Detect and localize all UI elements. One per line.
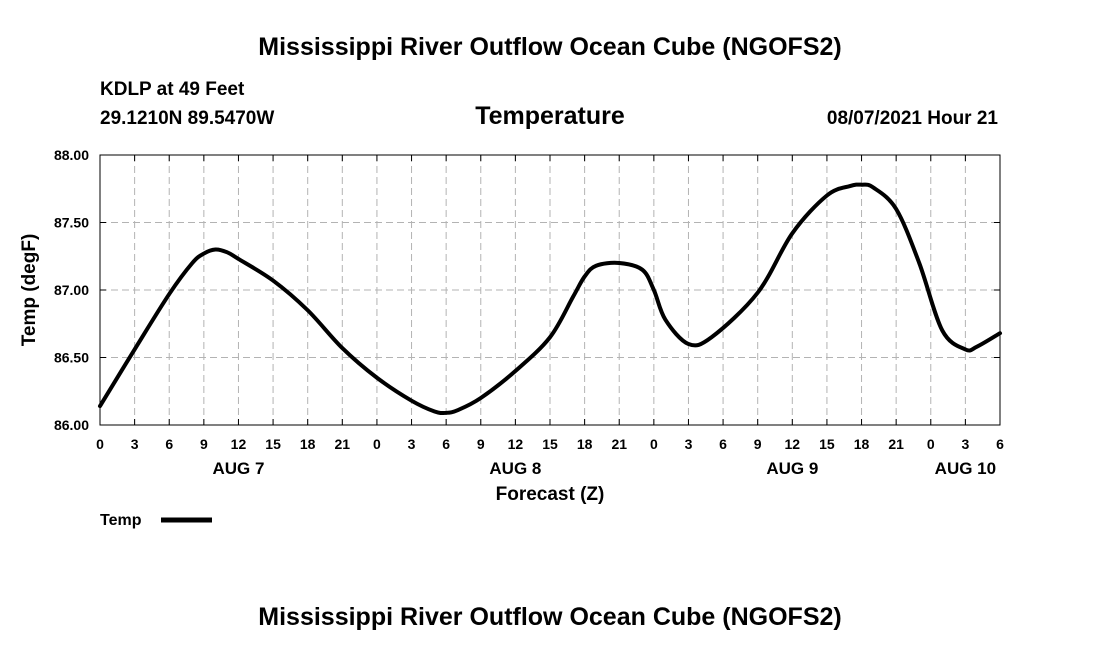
- axis-ticks: 0 3 6 9 12 15 18 21 0 3 6 9 12 15 18 21 0 3 6 9 12 15 18 21 0 3 6 8…: [54, 147, 1004, 478]
- x-tick-label: 12: [231, 436, 247, 452]
- x-tick-label: 3: [961, 436, 969, 452]
- day-label: AUG 10: [935, 459, 996, 478]
- x-tick-label: 3: [408, 436, 416, 452]
- y-tick-label: 87.00: [54, 282, 89, 298]
- x-tick-label: 18: [854, 436, 870, 452]
- x-tick-label: 18: [577, 436, 593, 452]
- day-label: AUG 9: [766, 459, 818, 478]
- x-tick-label: 15: [819, 436, 835, 452]
- y-tick-label: 87.50: [54, 215, 89, 231]
- x-tick-label: 12: [508, 436, 524, 452]
- x-tick-label: 6: [996, 436, 1004, 452]
- x-axis-label: Forecast (Z): [496, 484, 605, 505]
- location-label: 29.1210N 89.5470W: [100, 108, 274, 129]
- x-tick-label: 21: [335, 436, 351, 452]
- x-tick-label: 6: [165, 436, 173, 452]
- x-tick-label: 21: [888, 436, 904, 452]
- x-tick-label: 9: [200, 436, 208, 452]
- series-line-temp: [98, 182, 1002, 416]
- x-tick-label: 18: [300, 436, 316, 452]
- x-tick-label: 9: [754, 436, 762, 452]
- x-tick-label: 6: [719, 436, 727, 452]
- grid: [100, 155, 1000, 425]
- legend-label: Temp: [100, 512, 142, 529]
- x-tick-label: 12: [785, 436, 801, 452]
- x-tick-label: 0: [96, 436, 104, 452]
- x-tick-label: 3: [685, 436, 693, 452]
- x-tick-label: 15: [542, 436, 558, 452]
- series-layer: [98, 182, 1002, 416]
- station-label: KDLP at 49 Feet: [100, 79, 245, 100]
- y-tick-label: 86.50: [54, 350, 89, 366]
- x-tick-label: 3: [131, 436, 139, 452]
- x-tick-label: 21: [611, 436, 627, 452]
- day-label: AUG 7: [212, 459, 264, 478]
- chart-subtitle: Temperature: [475, 102, 625, 130]
- footer-title: Mississippi River Outflow Ocean Cube (NG…: [258, 603, 841, 631]
- x-tick-label: 9: [477, 436, 485, 452]
- datetime-label: 08/07/2021 Hour 21: [827, 108, 999, 129]
- x-tick-label: 0: [927, 436, 935, 452]
- x-tick-label: 0: [373, 436, 381, 452]
- y-tick-label: 86.00: [54, 417, 89, 433]
- x-tick-label: 15: [265, 436, 281, 452]
- x-tick-label: 6: [442, 436, 450, 452]
- x-tick-label: 0: [650, 436, 658, 452]
- day-label: AUG 8: [489, 459, 541, 478]
- chart-title: Mississippi River Outflow Ocean Cube (NG…: [258, 33, 841, 61]
- y-tick-label: 88.00: [54, 147, 89, 163]
- y-axis-label: Temp (degF): [19, 234, 40, 347]
